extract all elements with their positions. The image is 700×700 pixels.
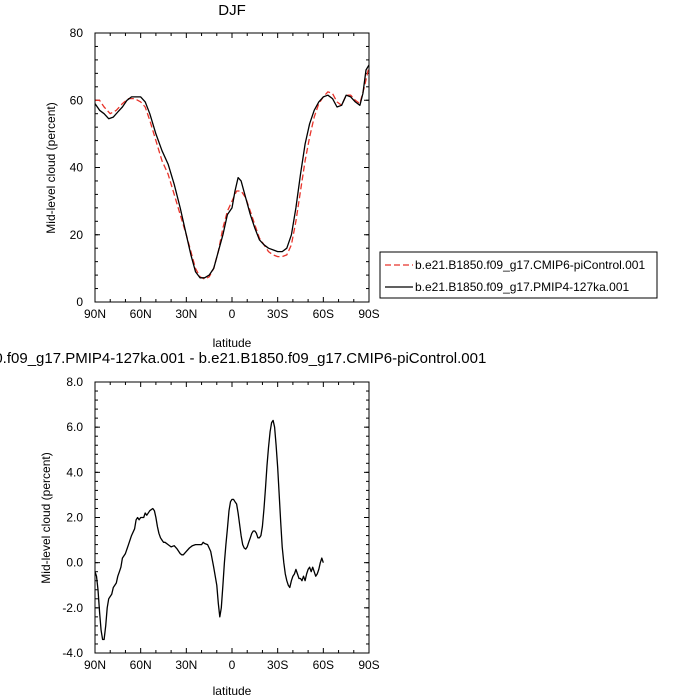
top-x-tick-label: 90N: [84, 307, 106, 321]
top-plot-frame: [94, 32, 370, 303]
top-y-tick-label: 40: [70, 161, 84, 175]
bottom-y-tick-label: -2.0: [62, 601, 83, 615]
bottom-y-axis-label: Mid-level cloud (percent): [39, 452, 53, 583]
top-x-tick-label: 30N: [175, 307, 197, 321]
bottom-panel: 850.f09_g17.PMIP4-127ka.001 - b.e21.B185…: [0, 350, 486, 698]
top-series: [94, 64, 370, 280]
legend-label-127ka: b.e21.B1850.f09_g17.PMIP4-127ka.001: [415, 280, 629, 294]
top-x-tick-label: 30S: [267, 307, 288, 321]
top-x-axis-label: latitude: [213, 336, 252, 350]
bottom-x-tick-label: 60S: [313, 658, 334, 672]
top-x-tick-label: 60S: [313, 307, 334, 321]
legend-box: [379, 251, 658, 299]
top-x-tick-label: 60N: [130, 307, 152, 321]
top-x-tick-label: 90S: [358, 307, 379, 321]
bottom-ticks: 90N 60N 30N 0 30S 60S 90S -4.0 -2.0 0.0 2.0 4.0 6.0 8…: [62, 375, 379, 672]
top-series-line-1: [94, 64, 370, 279]
legend-label-control: b.e21.B1850.f09_g17.CMIP6-piControl.001: [415, 258, 645, 272]
top-panel: DJF Mid-level cloud (percent) latitude 9…: [44, 2, 380, 350]
top-y-tick-label: 0: [76, 295, 83, 309]
bottom-y-tick-label: 8.0: [66, 375, 83, 389]
bottom-y-tick-label: -4.0: [62, 646, 83, 660]
top-chart-title: DJF: [218, 2, 246, 19]
legend: b.e21.B1850.f09_g17.CMIP6-piControl.001 …: [379, 251, 658, 299]
top-y-tick-label: 20: [70, 228, 84, 242]
top-y-axis-label: Mid-level cloud (percent): [44, 102, 58, 233]
bottom-series: [94, 419, 324, 641]
bottom-plot-frame: [94, 381, 370, 654]
bottom-x-tick-label: 60N: [130, 658, 152, 672]
bottom-x-tick-label: 30N: [175, 658, 197, 672]
bottom-y-tick-label: 2.0: [66, 511, 83, 525]
bottom-chart-title: 850.f09_g17.PMIP4-127ka.001 - b.e21.B185…: [0, 350, 486, 367]
bottom-y-tick-label: 4.0: [66, 465, 83, 479]
top-ticks: 90N 60N 30N 0 30S 60S 90S 0 20 40 60 80: [70, 26, 380, 321]
top-series-line-0: [95, 66, 370, 280]
top-y-tick-label: 80: [70, 26, 84, 40]
top-x-tick-label: 0: [229, 307, 236, 321]
bottom-series-line-0: [94, 419, 324, 641]
bottom-x-tick-label: 90N: [84, 658, 106, 672]
bottom-y-tick-label: 0.0: [66, 556, 83, 570]
bottom-x-tick-label: 0: [229, 658, 236, 672]
bottom-x-axis-label: latitude: [213, 684, 252, 698]
bottom-x-tick-label: 30S: [267, 658, 288, 672]
top-y-tick-label: 60: [70, 93, 84, 107]
bottom-y-tick-label: 6.0: [66, 420, 83, 434]
bottom-x-tick-label: 90S: [358, 658, 379, 672]
